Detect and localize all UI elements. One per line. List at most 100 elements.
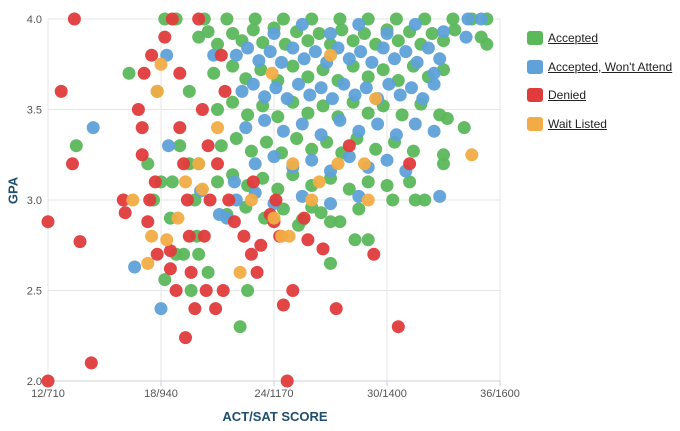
point-denied [209,302,223,316]
point-accepted-won-t-attend [342,150,356,164]
point-denied [211,157,224,171]
tick-labels: 2.0 2.5 3.0 3.5 4.0 12/710 18/940 24/1170 30/140… [27,14,520,400]
point-denied [84,356,98,370]
point-accepted-won-t-attend [252,54,266,68]
point-accepted-won-t-attend [376,41,390,55]
legend-item-accepted-wont-attend[interactable]: Accepted, Won't Attend [527,57,677,77]
point-accepted [333,12,347,26]
point-accepted-won-t-attend [408,117,422,131]
point-accepted-won-t-attend [380,153,394,167]
point-accepted-won-t-attend [280,92,294,106]
point-accepted [440,112,454,125]
point-denied [173,66,187,80]
point-accepted-won-t-attend [308,45,322,59]
point-accepted [305,142,319,156]
point-wait-listed [192,157,206,171]
point-accepted [241,108,255,122]
point-accepted [248,12,262,26]
point-wait-listed [312,175,326,189]
y-axis-title-text: GPA [5,176,21,205]
point-accepted-won-t-attend [267,150,281,164]
point-accepted-won-t-attend [354,45,368,59]
point-accepted-won-t-attend [314,128,328,142]
point-accepted [226,95,240,109]
point-accepted [256,36,270,49]
point-accepted-won-t-attend [461,12,475,26]
point-denied [403,157,417,171]
y-tick-label: 4.0 [27,14,42,26]
point-wait-listed [324,48,337,62]
point-accepted-won-t-attend [241,41,255,55]
point-wait-listed [141,256,155,270]
point-accepted-won-t-attend [410,55,424,69]
point-denied [141,215,155,229]
point-accepted-won-t-attend [314,81,328,95]
point-wait-listed [265,66,279,80]
point-denied [145,48,159,62]
series-wait-listed [126,48,479,279]
point-accepted-won-t-attend [86,121,100,135]
point-accepted [201,265,215,279]
point-accepted-won-t-attend [459,30,473,44]
point-accepted-won-t-attend [295,117,309,131]
point-accepted [271,182,285,196]
point-denied [195,103,209,116]
point-accepted-won-t-attend [427,66,441,80]
point-accepted [361,106,375,120]
point-accepted-won-t-attend [297,52,311,66]
point-accepted-won-t-attend [474,12,488,26]
legend: Accepted Accepted, Won't Attend Denied W… [527,28,677,142]
point-accepted-won-t-attend [421,41,435,55]
point-accepted [324,256,337,270]
point-accepted [207,66,221,80]
point-denied [280,374,294,388]
point-accepted-won-t-attend [405,81,418,95]
point-denied [184,265,198,279]
legend-item-wait-listed[interactable]: Wait Listed [527,114,677,134]
legend-label-denied: Denied [548,88,587,102]
point-accepted-won-t-attend [380,27,394,40]
point-denied [199,284,213,297]
point-accepted [244,144,258,158]
point-accepted [69,139,83,153]
point-accepted [391,34,405,48]
point-accepted [301,70,315,84]
point-accepted-won-t-attend [427,77,441,91]
point-denied [301,233,315,247]
point-accepted-won-t-attend [433,189,447,203]
legend-item-accepted[interactable]: Accepted [527,28,677,48]
legend-item-denied[interactable]: Denied [527,85,677,105]
point-accepted-won-t-attend [305,153,319,167]
point-accepted-won-t-attend [162,139,175,153]
point-denied [342,139,356,153]
point-accepted-won-t-attend [408,17,422,31]
point-accepted [286,59,300,73]
point-accepted-won-t-attend [154,302,168,316]
point-wait-listed [267,211,281,225]
point-accepted [361,233,375,247]
point-accepted-won-t-attend [348,88,362,102]
point-denied [169,284,183,297]
point-accepted-won-t-attend [276,124,290,138]
legend-swatch-wait-listed [527,116,543,131]
point-accepted [333,215,347,229]
point-denied [214,48,228,62]
point-accepted [229,132,243,145]
point-accepted [246,23,260,37]
point-accepted-won-t-attend [292,77,305,91]
point-denied [67,12,81,26]
point-accepted [437,157,450,171]
point-accepted [276,12,290,26]
x-tick-label: 36/1600 [480,388,520,400]
point-accepted-won-t-attend [128,260,142,274]
point-accepted [418,193,432,207]
point-wait-listed [211,121,224,135]
point-accepted [346,34,360,48]
data-points [41,12,494,388]
point-accepted [480,37,494,51]
point-wait-listed [282,229,296,243]
point-accepted-won-t-attend [263,45,277,59]
point-accepted [260,135,273,149]
point-accepted-won-t-attend [246,77,260,91]
point-accepted [233,320,247,334]
